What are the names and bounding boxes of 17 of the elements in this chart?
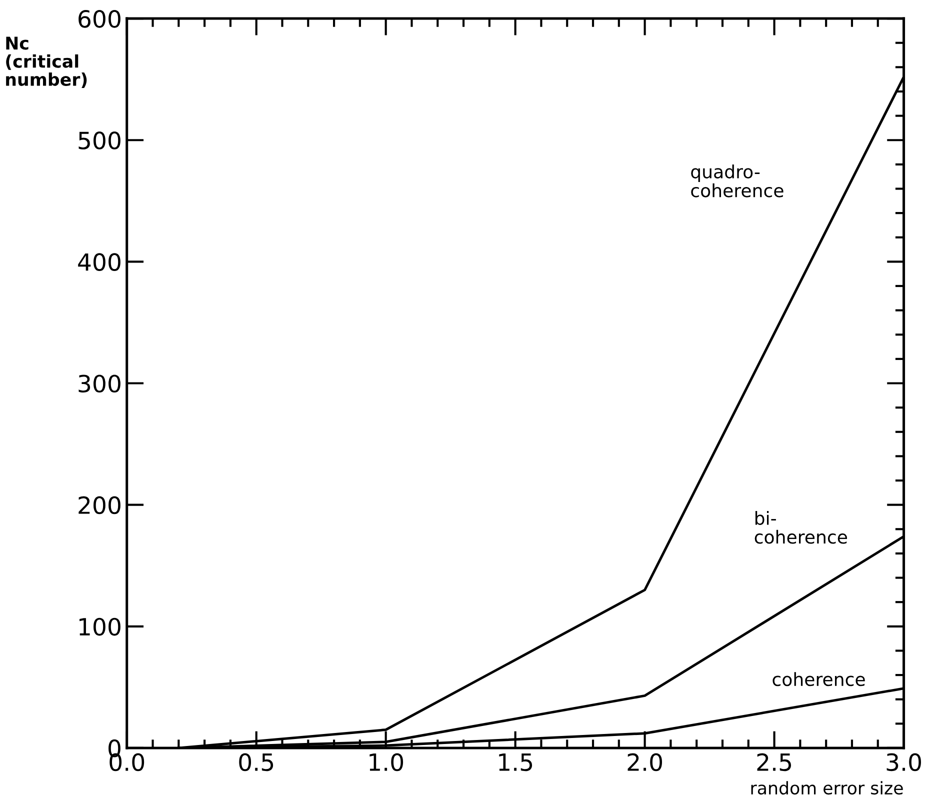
annotation: quadro- coherence bbox=[691, 164, 784, 198]
x-axis-title: random error size bbox=[751, 781, 903, 795]
x-tick-label: 3.0 bbox=[886, 753, 921, 772]
x-tick-label: 1.5 bbox=[499, 754, 532, 772]
y-tick-label: 100 bbox=[80, 618, 120, 636]
x-tick-label: 1.0 bbox=[370, 753, 404, 772]
x-tick-label: 2.0 bbox=[628, 753, 662, 772]
y-axis-title: Nc (critical number) bbox=[6, 36, 87, 88]
x-tick-label: 2.5 bbox=[757, 753, 792, 772]
y-tick-label: 300 bbox=[78, 374, 120, 393]
annotation: coherence bbox=[772, 672, 865, 686]
y-tick-label: 400 bbox=[78, 253, 120, 271]
annotation: bi- coherence bbox=[754, 510, 847, 544]
x-tick-label: 0.5 bbox=[239, 753, 274, 772]
y-tick-label: 200 bbox=[78, 496, 120, 514]
y-tick-label: 600 bbox=[78, 10, 120, 28]
y-tick-label: 500 bbox=[78, 132, 120, 150]
